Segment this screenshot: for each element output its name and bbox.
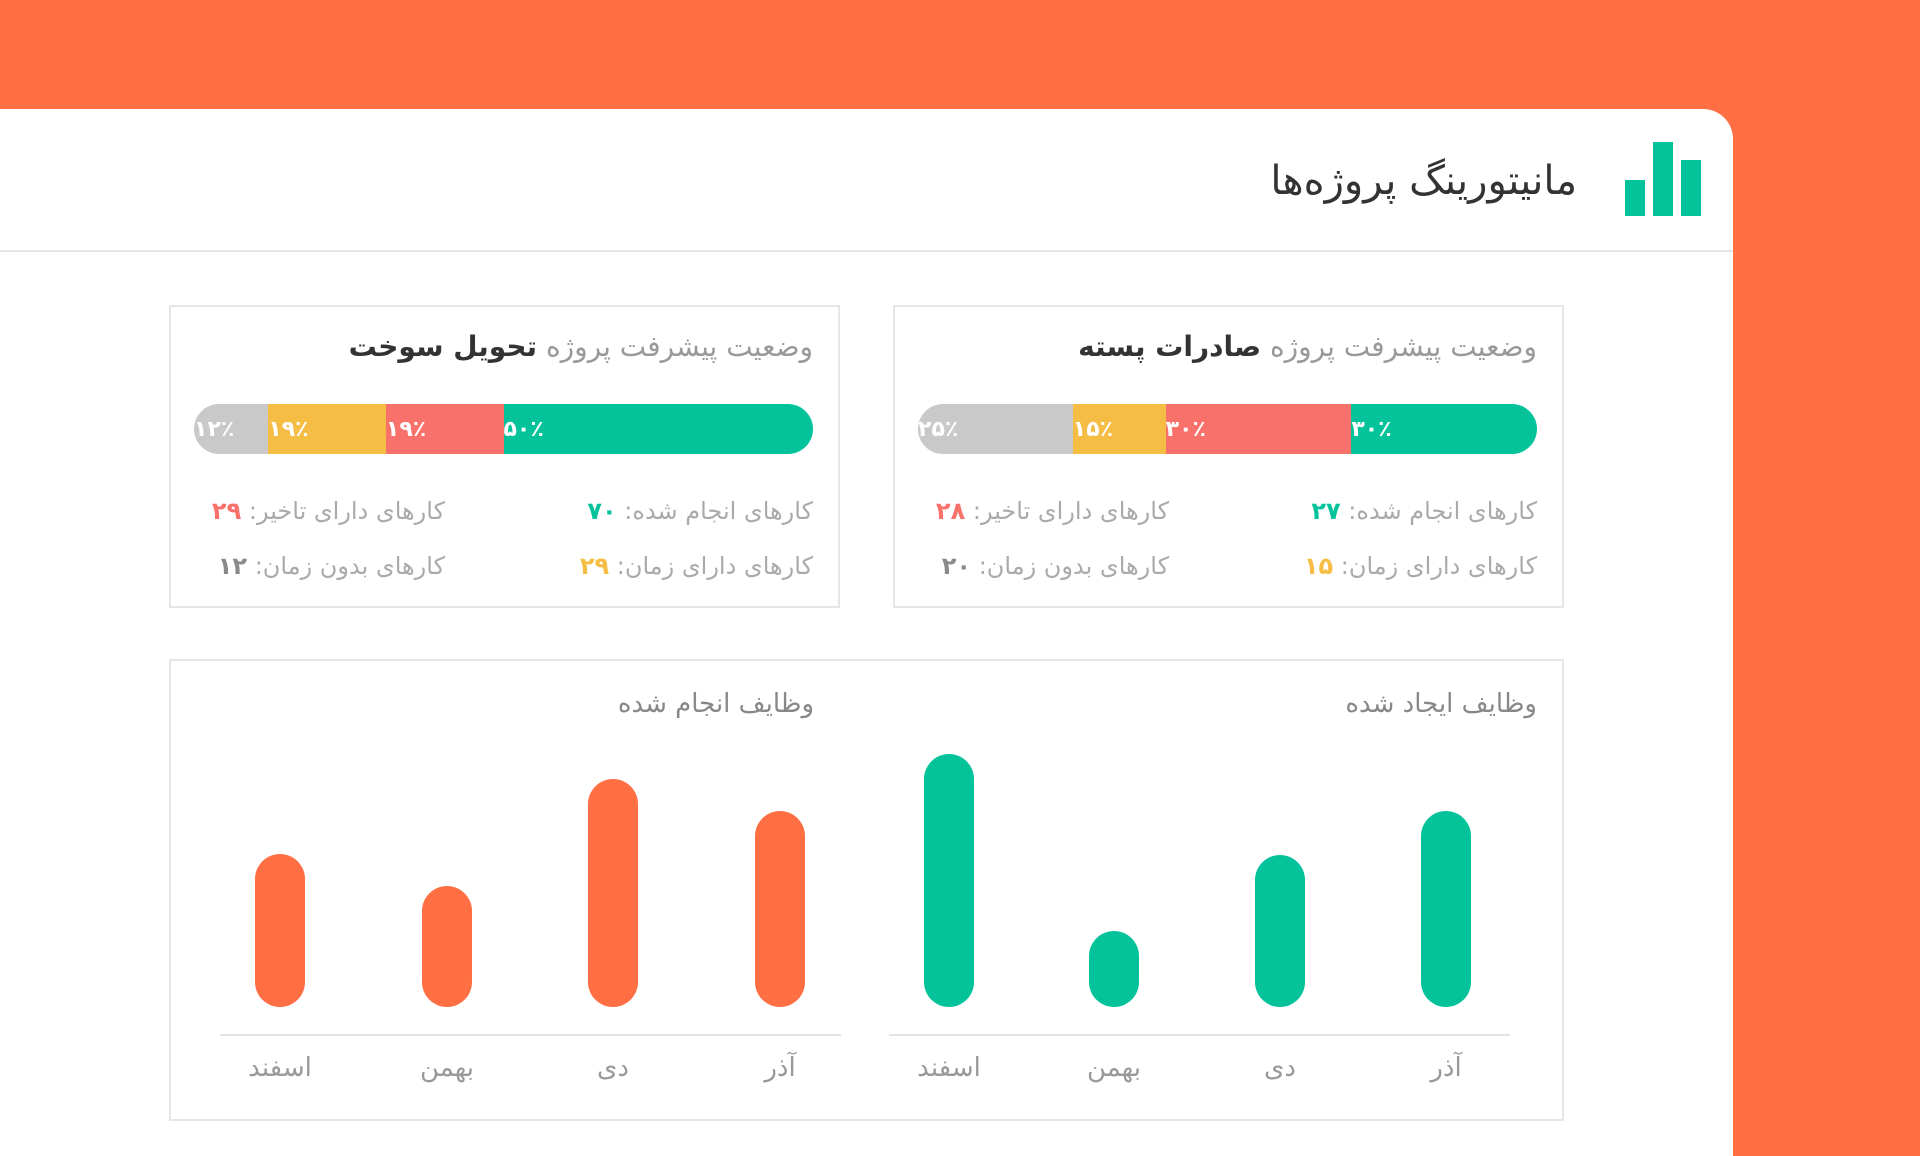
x-tick-label: بهمن — [419, 1053, 475, 1083]
progress-label: ۱۲٪ — [194, 416, 235, 442]
stat-value: ۲۷ — [1311, 497, 1341, 525]
stat-row: کارهای دارای تاخیر: ۲۸ — [936, 496, 1169, 526]
progress-label: ۵۰٪ — [503, 416, 544, 442]
x-tick-label: آذر — [1430, 1053, 1462, 1083]
x-tick-label: اسفند — [248, 1053, 312, 1083]
progress-segment: ۳۰٪ — [1165, 404, 1352, 454]
stat-value: ۲۹ — [579, 552, 610, 580]
progress-segment: ۱۹٪ — [268, 404, 386, 454]
project-name: تحویل سوخت — [348, 330, 538, 363]
bar — [588, 779, 638, 1007]
stat-row: کارهای بدون زمان: ۲۰ — [942, 551, 1169, 581]
progress-label: ۱۵٪ — [1072, 416, 1114, 442]
stat-value: ۲۰ — [941, 552, 972, 580]
progress-label: ۳۰٪ — [1351, 416, 1392, 442]
progress-segment: ۳۰٪ — [1351, 404, 1537, 454]
stat-label: کارهای دارای تاخیر: — [972, 497, 1169, 525]
project-title: وضعیت پیشرفت پروژه تحویل سوخت — [349, 330, 813, 364]
progress-segment: ۲۵٪ — [918, 404, 1073, 454]
stat-value: ۱۵ — [1303, 552, 1334, 580]
stat-row: کارهای دارای زمان: ۱۵ — [1304, 551, 1537, 581]
project-name: صادرات پسته — [1078, 330, 1262, 363]
chart-title: وظایف ایجاد شده — [1345, 689, 1537, 719]
stat-label: کارهای بدون زمان: — [978, 552, 1169, 580]
stat-row: کارهای انجام شده: ۷۰ — [587, 496, 813, 526]
stat-row: کارهای دارای تاخیر: ۲۹ — [212, 496, 445, 526]
stat-label: کارهای دارای زمان: — [616, 552, 813, 580]
x-tick-label: آذر — [764, 1053, 796, 1083]
chart-title: وظایف انجام شده — [617, 689, 814, 719]
title-prefix: وضعیت پیشرفت پروژه — [545, 330, 813, 363]
page-title: مانیتورینگ پروژه‌ها — [1270, 158, 1577, 204]
title-prefix: وضعیت پیشرفت پروژه — [1269, 330, 1537, 363]
project-card — [169, 305, 840, 608]
x-tick-label: اسفند — [917, 1053, 981, 1083]
bar — [255, 854, 305, 1007]
progress-segment: ۱۵٪ — [1072, 404, 1166, 454]
progress-label: ۲۵٪ — [918, 416, 959, 442]
stat-label: کارهای دارای تاخیر: — [248, 497, 445, 525]
project-card — [893, 305, 1564, 608]
bar — [1089, 931, 1139, 1007]
progress-segment: ۵۰٪ — [503, 404, 813, 454]
bar — [924, 753, 974, 1007]
progress-label: ۱۹٪ — [268, 416, 309, 442]
baseline — [889, 1034, 1510, 1036]
bar — [422, 885, 472, 1007]
progress-segment: ۱۲٪ — [194, 404, 269, 454]
progress-segment: ۱۹٪ — [385, 404, 504, 454]
progress-bar: ۳۰٪ ۳۰٪ ۱۵٪ ۲۵٪ — [918, 404, 1537, 454]
stat-value: ۲۹ — [211, 497, 242, 525]
x-tick-label: بهمن — [1086, 1053, 1142, 1083]
stat-label: کارهای انجام شده: — [624, 497, 813, 525]
chart-card — [169, 659, 1564, 1121]
x-tick-label: دی — [1264, 1053, 1296, 1083]
stat-row: کارهای بدون زمان: ۱۲ — [218, 551, 445, 581]
progress-label: ۱۹٪ — [385, 416, 427, 442]
baseline — [220, 1034, 841, 1036]
header-divider — [0, 250, 1733, 252]
stat-value: ۲۸ — [935, 497, 966, 525]
bar — [1421, 811, 1471, 1007]
bar — [1255, 855, 1305, 1007]
stat-label: کارهای انجام شده: — [1348, 497, 1537, 525]
project-title: وضعیت پیشرفت پروژه صادرات پسته — [1078, 330, 1537, 364]
stat-label: کارهای دارای زمان: — [1340, 552, 1537, 580]
stat-value: ۱۲ — [217, 552, 248, 580]
stat-value: ۷۰ — [587, 497, 617, 525]
stat-row: کارهای دارای زمان: ۲۹ — [580, 551, 813, 581]
stat-row: کارهای انجام شده: ۲۷ — [1311, 496, 1537, 526]
bar — [755, 811, 805, 1007]
stat-label: کارهای بدون زمان: — [254, 552, 445, 580]
x-tick-label: دی — [597, 1053, 629, 1083]
logo-icon — [1625, 142, 1701, 216]
progress-label: ۳۰٪ — [1165, 416, 1206, 442]
progress-bar: ۵۰٪ ۱۹٪ ۱۹٪ ۱۲٪ — [194, 404, 813, 454]
